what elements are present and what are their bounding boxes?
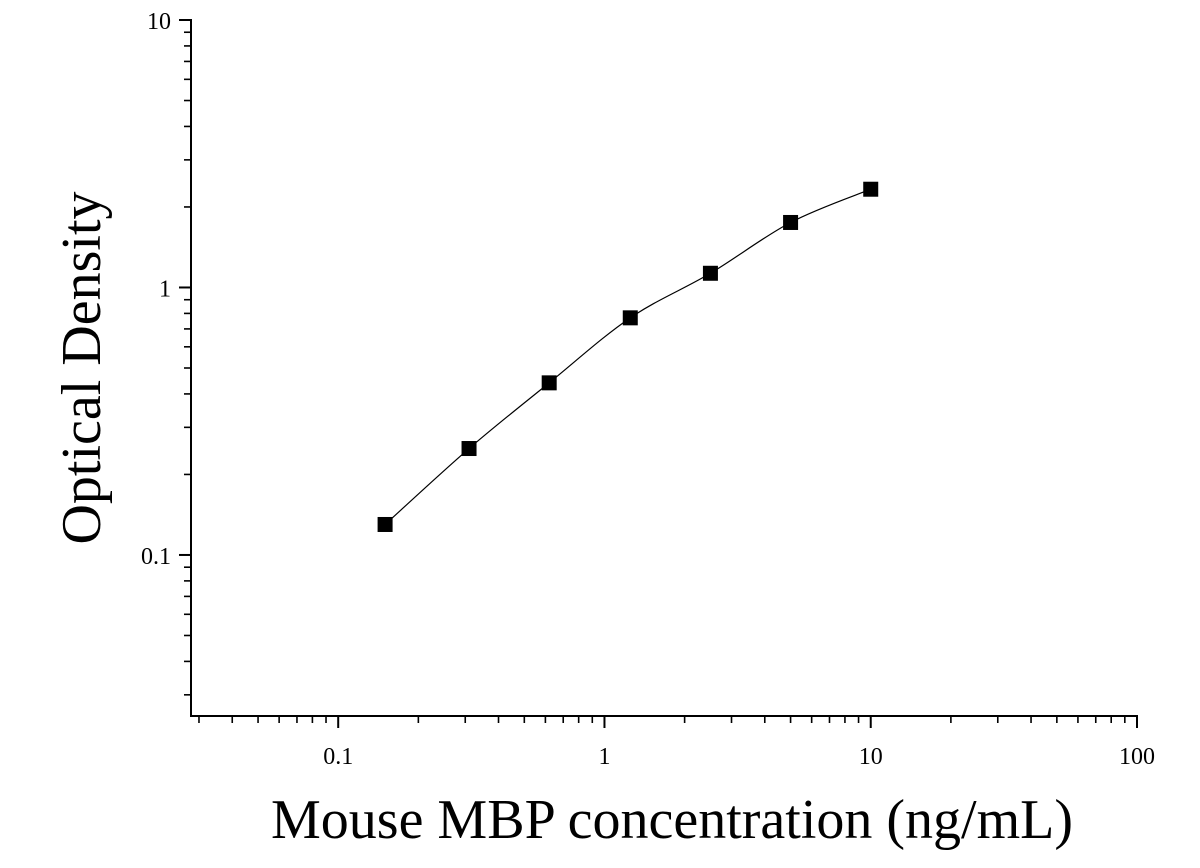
y-tick-label: 1 xyxy=(159,276,171,302)
x-axis-tick-labels: 0.1 1 10 100 xyxy=(323,744,1155,770)
x-axis-ticks xyxy=(198,716,1138,728)
x-axis-title: Mouse MBP concentration (ng/mL) xyxy=(271,789,1073,851)
y-tick-label: 10 xyxy=(147,9,171,35)
x-tick-label: 1 xyxy=(598,744,610,770)
data-point xyxy=(377,516,393,532)
data-point xyxy=(702,265,718,281)
data-point xyxy=(863,181,879,197)
data-point xyxy=(541,375,557,391)
y-axis-tick-labels: 0.1 1 10 xyxy=(141,9,171,570)
axes: 0.1 1 10 0.1 1 10 100 xyxy=(141,9,1155,770)
data-point xyxy=(783,214,799,230)
y-axis-ticks xyxy=(179,19,191,696)
plot-area xyxy=(377,181,879,532)
x-tick-label: 10 xyxy=(859,744,883,770)
x-tick-label: 100 xyxy=(1119,744,1155,770)
y-tick-label: 0.1 xyxy=(141,544,171,570)
data-point xyxy=(461,441,477,457)
y-axis-title: Optical Density xyxy=(51,191,113,544)
x-tick-label: 0.1 xyxy=(323,744,353,770)
fit-curve xyxy=(384,188,871,525)
data-point xyxy=(622,310,638,326)
data-markers xyxy=(377,181,879,532)
